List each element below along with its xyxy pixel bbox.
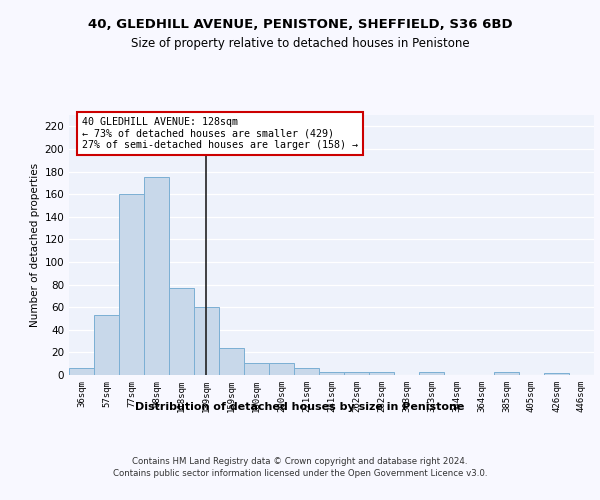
- Bar: [169, 288, 194, 375]
- Bar: [194, 307, 219, 375]
- Text: 40, GLEDHILL AVENUE, PENISTONE, SHEFFIELD, S36 6BD: 40, GLEDHILL AVENUE, PENISTONE, SHEFFIEL…: [88, 18, 512, 30]
- Text: Distribution of detached houses by size in Penistone: Distribution of detached houses by size …: [136, 402, 464, 412]
- Text: 40 GLEDHILL AVENUE: 128sqm
← 73% of detached houses are smaller (429)
27% of sem: 40 GLEDHILL AVENUE: 128sqm ← 73% of deta…: [82, 118, 358, 150]
- Y-axis label: Number of detached properties: Number of detached properties: [30, 163, 40, 327]
- Bar: [94, 315, 119, 375]
- Bar: [419, 372, 444, 375]
- Text: Contains HM Land Registry data © Crown copyright and database right 2024.
Contai: Contains HM Land Registry data © Crown c…: [113, 457, 487, 478]
- Bar: [319, 372, 344, 375]
- Bar: [494, 372, 519, 375]
- Bar: [244, 362, 269, 375]
- Bar: [344, 372, 369, 375]
- Bar: [219, 348, 244, 375]
- Bar: [269, 362, 294, 375]
- Text: Size of property relative to detached houses in Penistone: Size of property relative to detached ho…: [131, 38, 469, 51]
- Bar: [119, 194, 144, 375]
- Bar: [369, 372, 394, 375]
- Bar: [294, 368, 319, 375]
- Bar: [144, 177, 169, 375]
- Bar: [69, 368, 94, 375]
- Bar: [544, 372, 569, 375]
